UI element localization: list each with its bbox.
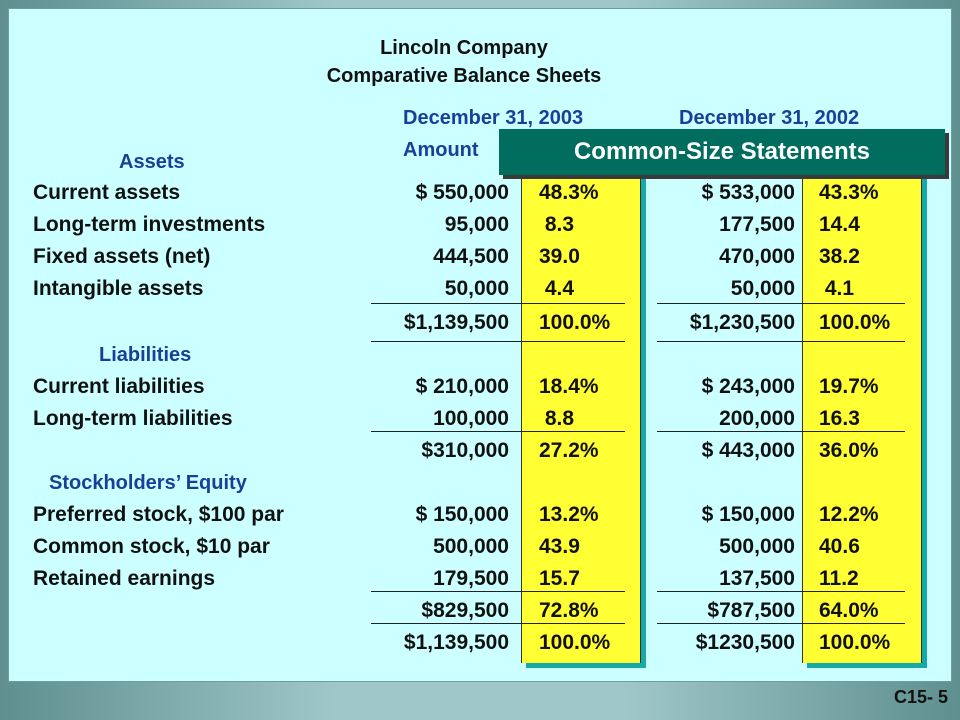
amount-2003: 95,000 [444, 213, 509, 236]
row-label: Retained earnings [33, 567, 216, 590]
amount-2003: 500,000 [433, 535, 509, 558]
percent-2003: 18.4% [539, 375, 599, 398]
underline [371, 303, 625, 304]
percent-2003: 8.8 [539, 407, 575, 430]
percent-2002: 16.3 [819, 407, 860, 430]
amount-2002: $ 533,000 [701, 181, 795, 204]
amount-2003: $1,139,500 [403, 631, 509, 654]
amount-2003: $ 210,000 [415, 375, 509, 398]
amount-2003: $1,139,500 [403, 311, 509, 334]
percent-2002: 12.2% [819, 503, 879, 526]
amount-2003: 100,000 [433, 407, 509, 430]
row-label: Intangible assets [33, 277, 204, 300]
section-assets: Assets [119, 151, 185, 173]
percent-2003: 27.2% [539, 439, 599, 462]
percent-2003: 100.0% [539, 631, 611, 654]
percent-2002: 43.3% [819, 181, 879, 204]
amount-2002: 137,500 [719, 567, 795, 590]
percent-2003: 39.0 [539, 245, 580, 268]
amount-2003: 50,000 [444, 277, 509, 300]
underline [657, 623, 905, 624]
amount-2003: 444,500 [433, 245, 509, 268]
title-statement: Comparative Balance Sheets [326, 65, 602, 87]
underline [371, 623, 625, 624]
amount-2003: 179,500 [433, 567, 509, 590]
amount-2003: $310,000 [421, 439, 509, 462]
slide: Lincoln Company Comparative Balance Shee… [8, 8, 952, 682]
underline [371, 341, 625, 342]
underline [657, 341, 905, 342]
amount-2002: $ 243,000 [701, 375, 795, 398]
percent-2003: 43.9 [539, 535, 580, 558]
amount-2002: 200,000 [719, 407, 795, 430]
row-label: Preferred stock, $100 par [33, 503, 284, 526]
percent-2003: 13.2% [539, 503, 599, 526]
column-header-2003: December 31, 2003 [403, 107, 584, 129]
common-size-banner: Common-Size Statements [499, 129, 945, 175]
underline [657, 591, 905, 592]
amount-2002: 470,000 [719, 245, 795, 268]
title-company: Lincoln Company [380, 37, 548, 59]
underline [371, 431, 625, 432]
percent-2003: 72.8% [539, 599, 599, 622]
percent-2002: 11.2 [819, 567, 859, 590]
amount-2002: 50,000 [730, 277, 795, 300]
percent-2002: 100.0% [819, 311, 891, 334]
amount-2002: $787,500 [707, 599, 795, 622]
percent-2002: 64.0% [819, 599, 879, 622]
column-header-2002: December 31, 2002 [679, 107, 860, 129]
percent-2003: 48.3% [539, 181, 599, 204]
underline [657, 303, 905, 304]
amount-2002: $ 150,000 [701, 503, 795, 526]
slide-number: C15- 5 [893, 687, 948, 707]
percent-2003: 15.7 [539, 567, 580, 590]
percent-2002: 36.0% [819, 439, 879, 462]
amount-2003: $ 150,000 [415, 503, 509, 526]
percent-2002: 100.0% [819, 631, 891, 654]
percent-column-2002 [802, 169, 922, 663]
percent-2002: 4.1 [819, 277, 855, 300]
amount-2003: $ 550,000 [415, 181, 509, 204]
row-label: Long-term investments [33, 213, 266, 236]
row-label: Long-term liabilities [33, 407, 233, 430]
row-label: Common stock, $10 par [33, 535, 270, 558]
amount-2002: 177,500 [719, 213, 795, 236]
percent-2002: 38.2 [819, 245, 860, 268]
amount-2002: $ 443,000 [701, 439, 795, 462]
amount-header-2003: Amount [403, 139, 479, 161]
percent-2002: 40.6 [819, 535, 860, 558]
row-label: Fixed assets (net) [33, 245, 211, 268]
percent-2002: 19.7% [819, 375, 879, 398]
underline [371, 591, 625, 592]
amount-2002: $1,230,500 [689, 311, 795, 334]
percent-2003: 100.0% [539, 311, 611, 334]
amount-2002: $1230,500 [695, 631, 795, 654]
section-liabilities: Liabilities [99, 344, 192, 366]
row-label: Current liabilities [33, 375, 205, 398]
row-label: Current assets [33, 181, 181, 204]
percent-2003: 4.4 [539, 277, 575, 300]
amount-2002: 500,000 [719, 535, 795, 558]
amount-2003: $829,500 [421, 599, 509, 622]
percent-column-2003 [521, 169, 641, 663]
underline [657, 431, 905, 432]
percent-2002: 14.4 [819, 213, 860, 236]
percent-2003: 8.3 [539, 213, 575, 236]
section-equity: Stockholders’ Equity [49, 472, 247, 494]
